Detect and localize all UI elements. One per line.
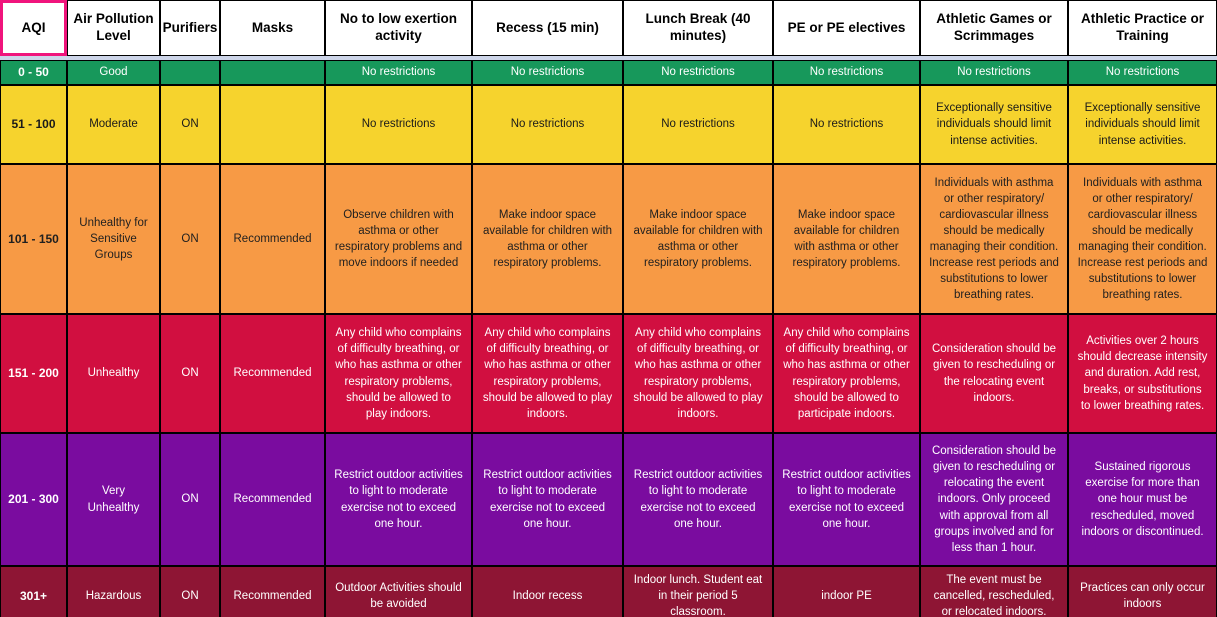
header-cell-aqi[interactable]: AQI xyxy=(0,0,67,56)
cell-unhealthy-sensitive-groups-pe-or-pe-electives[interactable]: Make indoor space available for children… xyxy=(773,164,920,314)
cell-good-lunch-break-40-minutes[interactable]: No restrictions xyxy=(623,60,773,85)
cell-unhealthy-sensitive-groups-air-pollution-level[interactable]: Unhealthy for Sensitive Groups xyxy=(67,164,160,314)
table-header-row: AQI Air Pollution Level Purifiers Masks No t… xyxy=(0,0,1217,56)
table-row-very-unhealthy: 201 - 300 Very Unhealthy ON Recommended Rest… xyxy=(0,433,1217,566)
header-cell-air-pollution-level[interactable]: Air Pollution Level xyxy=(67,0,160,56)
cell-moderate-lunch-break-40-minutes[interactable]: No restrictions xyxy=(623,85,773,164)
cell-unhealthy-sensitive-groups-athletic-practice-or-training[interactable]: Individuals with asthma or other respira… xyxy=(1068,164,1217,314)
cell-unhealthy-sensitive-groups-athletic-games-or-scrimmages[interactable]: Individuals with asthma or other respira… xyxy=(920,164,1068,314)
header-cell-masks[interactable]: Masks xyxy=(220,0,325,56)
header-cell-purifiers[interactable]: Purifiers xyxy=(160,0,220,56)
table-row-moderate: 51 - 100 Moderate ON No restrictions No rest… xyxy=(0,85,1217,164)
cell-unhealthy-sensitive-groups-masks[interactable]: Recommended xyxy=(220,164,325,314)
cell-very-unhealthy-recess-15-min[interactable]: Restrict outdoor activities to light to … xyxy=(472,433,623,566)
table-row-unhealthy: 151 - 200 Unhealthy ON Recommended Any child… xyxy=(0,314,1217,433)
cell-very-unhealthy-lunch-break-40-minutes[interactable]: Restrict outdoor activities to light to … xyxy=(623,433,773,566)
cell-unhealthy-air-pollution-level[interactable]: Unhealthy xyxy=(67,314,160,433)
cell-very-unhealthy-purifiers[interactable]: ON xyxy=(160,433,220,566)
cell-unhealthy-athletic-games-or-scrimmages[interactable]: Consideration should be given to resched… xyxy=(920,314,1068,433)
cell-unhealthy-lunch-break-40-minutes[interactable]: Any child who complains of difficulty br… xyxy=(623,314,773,433)
cell-moderate-pe-or-pe-electives[interactable]: No restrictions xyxy=(773,85,920,164)
cell-good-pe-or-pe-electives[interactable]: No restrictions xyxy=(773,60,920,85)
cell-good-no-to-low-exertion-activity[interactable]: No restrictions xyxy=(325,60,472,85)
cell-good-aqi[interactable]: 0 - 50 xyxy=(0,60,67,85)
cell-hazardous-masks[interactable]: Recommended xyxy=(220,566,325,617)
cell-moderate-no-to-low-exertion-activity[interactable]: No restrictions xyxy=(325,85,472,164)
cell-very-unhealthy-athletic-practice-or-training[interactable]: Sustained rigorous exercise for more tha… xyxy=(1068,433,1217,566)
cell-moderate-masks[interactable] xyxy=(220,85,325,164)
cell-hazardous-pe-or-pe-electives[interactable]: indoor PE xyxy=(773,566,920,617)
cell-unhealthy-sensitive-groups-no-to-low-exertion-activity[interactable]: Observe children with asthma or other re… xyxy=(325,164,472,314)
cell-hazardous-recess-15-min[interactable]: Indoor recess xyxy=(472,566,623,617)
header-cell-recess-15-min[interactable]: Recess (15 min) xyxy=(472,0,623,56)
cell-hazardous-lunch-break-40-minutes[interactable]: Indoor lunch. Student eat in their perio… xyxy=(623,566,773,617)
header-gap-band xyxy=(0,56,1217,60)
table-row-hazardous: 301+ Hazardous ON Recommended Outdoor Activi… xyxy=(0,566,1217,617)
cell-very-unhealthy-athletic-games-or-scrimmages[interactable]: Consideration should be given to resched… xyxy=(920,433,1068,566)
cell-unhealthy-purifiers[interactable]: ON xyxy=(160,314,220,433)
cell-moderate-purifiers[interactable]: ON xyxy=(160,85,220,164)
table-row-unhealthy-sensitive-groups: 101 - 150 Unhealthy for Sensitive Groups O… xyxy=(0,164,1217,314)
cell-hazardous-air-pollution-level[interactable]: Hazardous xyxy=(67,566,160,617)
cell-very-unhealthy-aqi[interactable]: 201 - 300 xyxy=(0,433,67,566)
cell-moderate-aqi[interactable]: 51 - 100 xyxy=(0,85,67,164)
cell-hazardous-athletic-practice-or-training[interactable]: Practices can only occur indoors xyxy=(1068,566,1217,617)
cell-hazardous-no-to-low-exertion-activity[interactable]: Outdoor Activities should be avoided xyxy=(325,566,472,617)
header-cell-athletic-games-or-scrimmages[interactable]: Athletic Games or Scrimmages xyxy=(920,0,1068,56)
cell-moderate-air-pollution-level[interactable]: Moderate xyxy=(67,85,160,164)
cell-moderate-recess-15-min[interactable]: No restrictions xyxy=(472,85,623,164)
cell-good-air-pollution-level[interactable]: Good xyxy=(67,60,160,85)
cell-unhealthy-no-to-low-exertion-activity[interactable]: Any child who complains of difficulty br… xyxy=(325,314,472,433)
table-row-good: 0 - 50 Good No restrictions No restrictions… xyxy=(0,60,1217,85)
header-cell-athletic-practice-or-training[interactable]: Athletic Practice or Training xyxy=(1068,0,1217,56)
header-cell-no-to-low-exertion-activity[interactable]: No to low exertion activity xyxy=(325,0,472,56)
cell-unhealthy-recess-15-min[interactable]: Any child who complains of difficulty br… xyxy=(472,314,623,433)
cell-very-unhealthy-pe-or-pe-electives[interactable]: Restrict outdoor activities to light to … xyxy=(773,433,920,566)
cell-good-purifiers[interactable] xyxy=(160,60,220,85)
cell-hazardous-athletic-games-or-scrimmages[interactable]: The event must be cancelled, rescheduled… xyxy=(920,566,1068,617)
cell-hazardous-purifiers[interactable]: ON xyxy=(160,566,220,617)
cell-good-athletic-games-or-scrimmages[interactable]: No restrictions xyxy=(920,60,1068,85)
cell-unhealthy-athletic-practice-or-training[interactable]: Activities over 2 hours should decrease … xyxy=(1068,314,1217,433)
cell-unhealthy-aqi[interactable]: 151 - 200 xyxy=(0,314,67,433)
cell-good-masks[interactable] xyxy=(220,60,325,85)
header-cell-pe-or-pe-electives[interactable]: PE or PE electives xyxy=(773,0,920,56)
cell-very-unhealthy-masks[interactable]: Recommended xyxy=(220,433,325,566)
cell-moderate-athletic-games-or-scrimmages[interactable]: Exceptionally sensitive individuals shou… xyxy=(920,85,1068,164)
cell-unhealthy-sensitive-groups-recess-15-min[interactable]: Make indoor space available for children… xyxy=(472,164,623,314)
cell-moderate-athletic-practice-or-training[interactable]: Exceptionally sensitive individuals shou… xyxy=(1068,85,1217,164)
cell-unhealthy-sensitive-groups-aqi[interactable]: 101 - 150 xyxy=(0,164,67,314)
table-body: 0 - 50 Good No restrictions No restrictions… xyxy=(0,60,1217,617)
cell-good-athletic-practice-or-training[interactable]: No restrictions xyxy=(1068,60,1217,85)
cell-unhealthy-masks[interactable]: Recommended xyxy=(220,314,325,433)
cell-good-recess-15-min[interactable]: No restrictions xyxy=(472,60,623,85)
cell-unhealthy-sensitive-groups-purifiers[interactable]: ON xyxy=(160,164,220,314)
header-cell-lunch-break-40-minutes[interactable]: Lunch Break (40 minutes) xyxy=(623,0,773,56)
cell-hazardous-aqi[interactable]: 301+ xyxy=(0,566,67,617)
cell-very-unhealthy-air-pollution-level[interactable]: Very Unhealthy xyxy=(67,433,160,566)
cell-unhealthy-sensitive-groups-lunch-break-40-minutes[interactable]: Make indoor space available for children… xyxy=(623,164,773,314)
cell-unhealthy-pe-or-pe-electives[interactable]: Any child who complains of difficulty br… xyxy=(773,314,920,433)
cell-very-unhealthy-no-to-low-exertion-activity[interactable]: Restrict outdoor activities to light to … xyxy=(325,433,472,566)
